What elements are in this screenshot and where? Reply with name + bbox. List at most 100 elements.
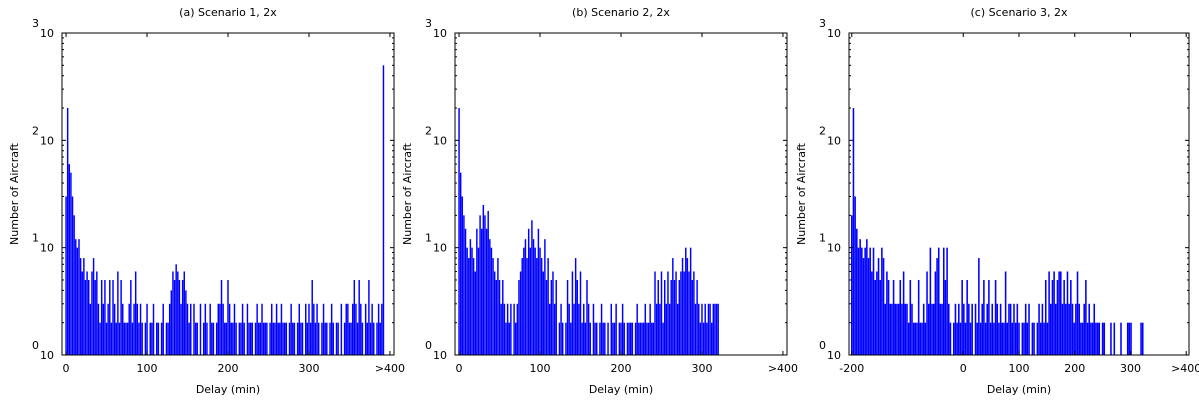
bar	[866, 239, 868, 355]
bar	[631, 322, 634, 355]
bar	[308, 303, 310, 355]
bar	[96, 271, 98, 355]
bar	[958, 303, 960, 355]
bar	[356, 322, 359, 355]
bar	[224, 322, 226, 355]
bar	[571, 271, 574, 355]
bar	[1085, 279, 1087, 355]
bar	[707, 303, 710, 355]
bar	[636, 303, 638, 355]
bar	[872, 247, 875, 355]
bar	[904, 303, 907, 355]
bar	[1141, 322, 1144, 355]
x-tick-label: >400	[768, 362, 798, 375]
bar	[505, 322, 507, 355]
bar	[529, 247, 532, 355]
bar	[1044, 279, 1047, 355]
bar	[964, 322, 967, 355]
bar	[261, 303, 263, 355]
bar	[298, 303, 300, 355]
bar	[117, 271, 119, 355]
bar	[524, 239, 527, 355]
bar	[710, 322, 713, 355]
bar	[321, 322, 323, 355]
bar	[1065, 303, 1067, 355]
bar	[180, 303, 182, 355]
y-tick-label: 10	[433, 27, 447, 40]
bar	[1055, 303, 1057, 355]
bar	[899, 279, 902, 355]
y-axis-label: Number of Aircraft	[8, 142, 21, 245]
bar	[151, 322, 153, 355]
bar	[715, 303, 718, 355]
bar	[1080, 322, 1082, 355]
bar	[382, 65, 385, 355]
y-tick-exponent: 1	[425, 232, 432, 245]
bar	[347, 303, 349, 355]
bar	[685, 247, 687, 355]
chart-title: (a) Scenario 1, 2x	[179, 6, 277, 19]
bar	[934, 271, 937, 355]
bar	[549, 303, 551, 355]
bar	[1088, 303, 1091, 355]
bar	[206, 322, 208, 355]
bar	[107, 303, 109, 355]
bar	[536, 258, 538, 355]
bar	[889, 303, 892, 355]
bar	[874, 279, 876, 355]
bar	[97, 303, 100, 355]
bar	[1049, 303, 1052, 355]
bar	[884, 303, 887, 355]
bar	[1130, 322, 1132, 355]
bar	[479, 215, 481, 355]
bar	[931, 303, 933, 355]
bar	[702, 322, 705, 355]
y-tick-label: 10	[40, 134, 54, 147]
bar	[1004, 271, 1007, 355]
bar	[914, 322, 917, 355]
bar	[246, 303, 249, 355]
bar	[693, 271, 695, 355]
bar	[922, 303, 925, 355]
bar	[1031, 322, 1034, 355]
bar	[280, 303, 283, 355]
bar	[941, 303, 943, 355]
bar	[670, 279, 672, 355]
bar	[351, 303, 354, 355]
bar	[887, 279, 890, 355]
bar	[272, 322, 275, 355]
bar	[683, 271, 685, 355]
bar	[527, 228, 530, 355]
bar	[188, 322, 190, 355]
bar	[881, 247, 883, 355]
bar	[691, 279, 693, 355]
bar	[1128, 322, 1131, 355]
bar	[219, 303, 221, 355]
bar	[1048, 271, 1050, 355]
bar	[102, 303, 105, 355]
bar	[523, 247, 525, 355]
bar	[662, 322, 664, 355]
bar	[489, 239, 491, 355]
bar	[981, 303, 983, 355]
bar	[901, 303, 903, 355]
bar	[701, 303, 703, 355]
bar	[373, 322, 375, 355]
bar	[350, 322, 352, 355]
bar	[335, 322, 338, 355]
bar	[79, 258, 82, 355]
bar	[620, 322, 622, 355]
bar	[256, 303, 258, 355]
bar	[459, 172, 462, 355]
bar	[134, 271, 137, 355]
bar	[897, 303, 900, 355]
bar	[1009, 303, 1012, 355]
y-tick-label: 10	[827, 134, 841, 147]
bar	[68, 164, 71, 355]
bar	[621, 303, 624, 355]
bar	[1016, 303, 1019, 355]
bar	[916, 322, 918, 355]
bar	[969, 322, 972, 355]
bar	[521, 258, 523, 355]
bar	[185, 290, 187, 355]
